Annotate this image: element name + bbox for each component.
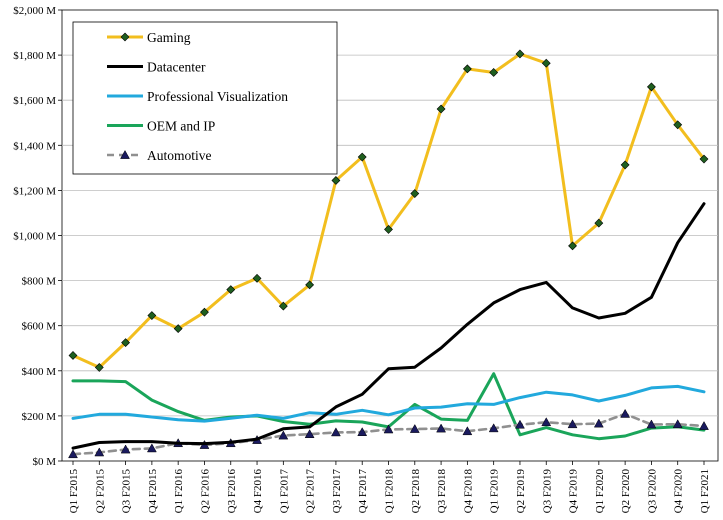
x-tick-label: Q2 F2018 (410, 469, 422, 514)
data-point-automotive (68, 449, 78, 459)
legend-label-professional-visualization: Professional Visualization (147, 89, 288, 104)
x-tick-label: Q3 F2015 (121, 469, 133, 514)
x-tick-label: Q1 F2020 (594, 469, 606, 514)
y-tick-label: $1,400 M (13, 140, 56, 152)
y-tick-label: $400 M (21, 366, 56, 378)
x-tick-label: Q3 F2016 (226, 469, 238, 514)
series-line-professional-visualization (71, 384, 706, 423)
y-tick-label: $800 M (21, 276, 56, 288)
data-point-gaming (384, 224, 393, 234)
legend-marker-automotive (120, 149, 130, 159)
x-tick-label: Q2 F2016 (199, 469, 211, 514)
data-point-gaming (226, 285, 236, 295)
series-lines (68, 49, 709, 459)
x-tick-label: Q1 F2018 (384, 469, 396, 514)
data-point-automotive (357, 427, 368, 436)
x-tick-label: Q1 F2021 (699, 469, 711, 513)
data-point-automotive (409, 423, 420, 433)
x-tick-label: Q3 F2018 (436, 469, 448, 514)
data-point-gaming (121, 338, 131, 348)
data-point-gaming (200, 307, 209, 317)
data-point-gaming (489, 68, 499, 77)
x-tick-label: Q1 F2016 (173, 469, 185, 514)
data-point-automotive (646, 419, 657, 429)
x-tick-label: Q4 F2018 (462, 469, 474, 514)
data-point-automotive (620, 408, 631, 418)
data-point-automotive (120, 444, 131, 454)
y-tick-label: $1,600 M (13, 95, 56, 107)
y-tick-label: $2,000 M (13, 5, 56, 17)
x-tick-label: Q4 F2017 (357, 469, 369, 514)
data-point-automotive (94, 447, 105, 457)
x-tick-label: Q2 F2017 (305, 469, 317, 514)
x-tick-label: Q2 F2019 (515, 469, 527, 514)
data-point-gaming (646, 82, 656, 92)
data-point-gaming (410, 189, 420, 198)
data-point-gaming (147, 311, 157, 320)
y-tick-label: $1,000 M (13, 231, 56, 243)
y-axis-ticks: $0 M $200 M $400 M $600 M $800 M $1,000 M $1,2… (13, 5, 62, 468)
data-point-gaming (673, 120, 683, 130)
data-point-gaming (94, 362, 104, 372)
data-point-automotive (436, 423, 447, 433)
data-point-gaming (515, 49, 525, 59)
x-tick-label: Q2 F2015 (94, 469, 106, 514)
x-tick-label: Q1 F2017 (278, 469, 290, 514)
x-tick-label: Q1 F2015 (68, 469, 80, 514)
data-point-automotive (146, 443, 157, 453)
data-point-automotive (593, 418, 604, 428)
legend-label-gaming: Gaming (147, 30, 191, 45)
data-point-gaming (68, 351, 78, 360)
x-tick-label: Q4 F2019 (568, 469, 580, 514)
data-point-gaming (541, 58, 551, 68)
x-tick-label: Q3 F2019 (541, 469, 553, 514)
x-tick-label: Q4 F2016 (252, 469, 264, 514)
legend-marker-gaming (120, 32, 130, 42)
data-point-automotive (699, 421, 709, 430)
y-tick-label: $200 M (21, 411, 56, 423)
data-point-automotive (567, 419, 578, 429)
data-point-gaming (173, 324, 183, 334)
y-tick-label: $600 M (21, 321, 56, 333)
y-tick-label: $1,200 M (13, 185, 56, 197)
data-point-automotive (488, 423, 499, 433)
y-tick-label: $1,800 M (13, 50, 56, 62)
data-point-gaming (699, 154, 709, 164)
data-point-gaming (594, 218, 604, 228)
data-point-automotive (330, 427, 341, 437)
data-point-automotive (278, 430, 289, 440)
data-point-gaming (278, 301, 288, 311)
data-point-gaming (568, 241, 577, 251)
legend-label-datacenter: Datacenter (147, 60, 206, 75)
data-point-automotive (541, 417, 552, 427)
data-point-automotive (515, 419, 525, 429)
data-point-automotive (383, 424, 394, 434)
legend-label-automotive: Automotive (147, 148, 212, 163)
legend-label-oem-and-ip: OEM and IP (147, 119, 215, 134)
legend-box (72, 21, 338, 175)
x-tick-label: Q3 F2017 (331, 469, 343, 514)
series-line-datacenter (71, 202, 706, 450)
legend: Gaming Datacenter Professional Visualizati… (72, 21, 338, 175)
x-axis-ticks: Q1 F2015 Q2 F2015 Q3 F2015 Q4 F2015 Q1 F2016… (68, 461, 711, 513)
data-point-gaming (462, 64, 472, 74)
data-point-gaming (252, 273, 262, 283)
data-point-automotive (672, 419, 683, 429)
data-point-gaming (620, 160, 630, 170)
y-tick-label: $0 M (32, 456, 56, 468)
data-point-gaming (305, 280, 315, 290)
x-tick-label: Q4 F2020 (673, 469, 685, 514)
x-tick-label: Q4 F2015 (147, 469, 159, 514)
x-tick-label: Q1 F2019 (489, 469, 501, 514)
data-point-gaming (436, 104, 446, 114)
data-point-automotive (462, 426, 473, 436)
x-tick-label: Q2 F2020 (620, 469, 632, 514)
x-tick-label: Q3 F2020 (646, 469, 658, 514)
data-point-gaming (331, 176, 341, 185)
data-point-automotive (304, 429, 315, 439)
data-point-gaming (357, 152, 367, 162)
